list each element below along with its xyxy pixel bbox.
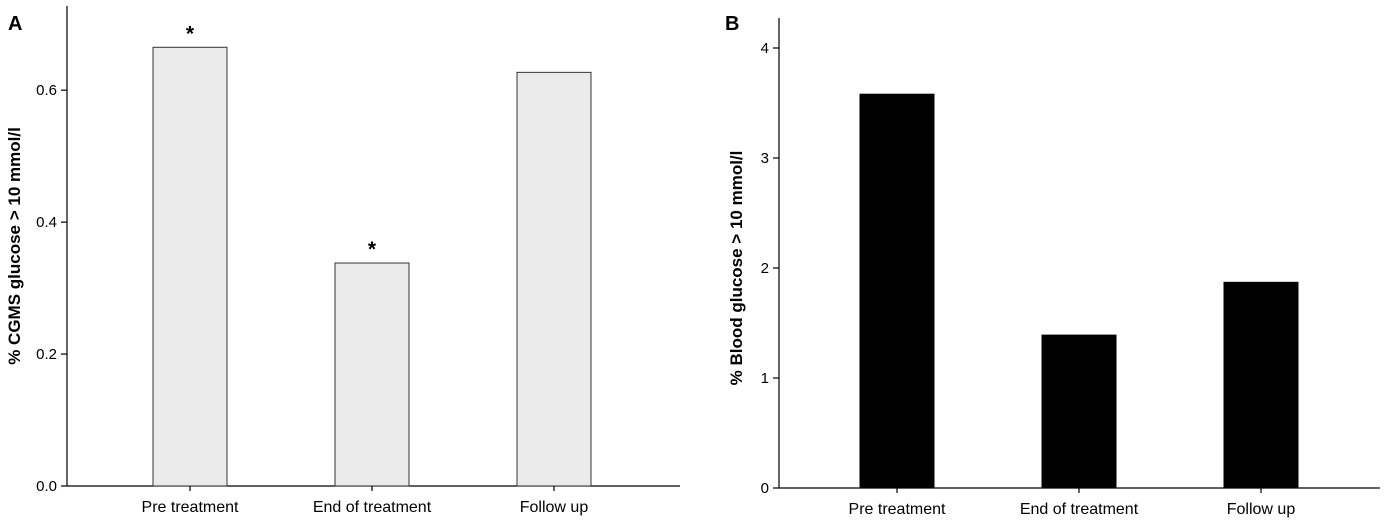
y-tick-label: 0.0 [36,478,57,495]
y-tick-label: 2 [761,260,769,277]
panel-b: B % Blood glucose > 10 mmol/l 0 1 2 3 4 Pre … [725,13,1380,518]
y-tick-label: 3 [761,150,769,167]
bar [1223,281,1299,489]
significance-asterisk: * [368,238,377,261]
bar [1041,334,1117,489]
panel-label-b: B [725,13,739,35]
category-labels-b: Pre treatment End of treatment Follow up [849,488,1296,518]
y-tick-label: 0.4 [36,214,57,231]
bar [516,71,592,487]
y-ticks-b: 0 1 2 3 4 [761,40,779,497]
y-axis-title-a: % CGMS glucose > 10 mmol/l [5,127,24,365]
category-labels-a: Pre treatment End of treatment Follow up [142,486,589,516]
y-tick-label: 1 [761,370,769,387]
bar [859,93,935,489]
y-tick-label: 4 [761,40,769,57]
x-category-label: End of treatment [313,499,432,516]
y-ticks-a: 0.0 0.2 0.4 0.6 [36,82,67,495]
panel-label-a: A [8,13,22,35]
x-category-label: Pre treatment [849,501,946,518]
x-category-label: End of treatment [1020,501,1139,518]
significance-asterisk: * [186,22,195,45]
annotations-a: ** [186,22,377,261]
panel-a: A % CGMS glucose > 10 mmol/l 0.00.20.40.… [5,6,680,516]
bars-b [859,93,1299,489]
bars-a [152,46,592,487]
y-tick-label: 0.2 [36,346,57,363]
bar [152,46,228,487]
x-category-label: Follow up [520,499,589,516]
x-category-label: Pre treatment [142,499,239,516]
y-tick-label: 0.6 [36,82,57,99]
x-category-label: Follow up [1227,501,1296,518]
y-tick-label: 0 [761,480,769,497]
bar [334,262,410,487]
y-axis-title-b: % Blood glucose > 10 mmol/l [727,151,746,386]
